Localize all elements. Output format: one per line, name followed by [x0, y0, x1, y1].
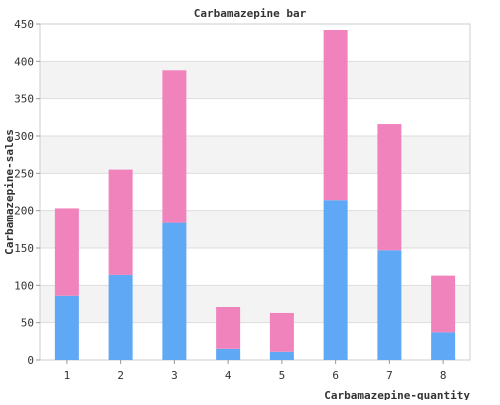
y-tick-label: 350 [14, 93, 34, 106]
chart-title: Carbamazepine bar [194, 7, 307, 20]
bar [108, 169, 133, 275]
background-band [40, 210, 470, 248]
x-tick-label: 6 [332, 369, 339, 382]
x-axis: 1 2 3 4 5 6 7 8 [64, 360, 447, 382]
background-bands [40, 61, 470, 323]
y-tick-label: 300 [14, 130, 34, 143]
y-tick-label: 400 [14, 55, 34, 68]
y-axis-label: Carbamazepine-sales [3, 129, 16, 255]
bar [162, 222, 187, 360]
x-tick-label: 5 [279, 369, 286, 382]
bar [431, 275, 456, 333]
bar [108, 274, 133, 360]
y-axis: 0 50 100 150 200 250 300 350 400 450 [14, 18, 40, 367]
x-tick-label: 2 [117, 369, 124, 382]
y-tick-label: 100 [14, 279, 34, 292]
y-tick-label: 250 [14, 167, 34, 180]
background-band [40, 61, 470, 99]
x-tick-label: 8 [440, 369, 447, 382]
bar [377, 124, 402, 251]
bar [216, 306, 241, 349]
y-tick-label: 50 [21, 317, 34, 330]
bar [323, 200, 348, 360]
bars [54, 29, 456, 360]
y-tick-label: 150 [14, 242, 34, 255]
bar [54, 295, 79, 360]
background-band [40, 285, 470, 323]
bar [269, 312, 294, 352]
bar [431, 332, 456, 360]
bar [269, 351, 294, 360]
x-tick-label: 3 [171, 369, 178, 382]
bar [54, 208, 79, 296]
bar [162, 70, 187, 223]
y-tick-label: 450 [14, 18, 34, 31]
x-tick-label: 4 [225, 369, 232, 382]
bar [323, 29, 348, 201]
background-band [40, 136, 470, 174]
bar [216, 348, 241, 360]
x-tick-label: 7 [386, 369, 393, 382]
plot-frame [39, 23, 471, 361]
y-tick-label: 0 [27, 354, 34, 367]
y-tick-label: 200 [14, 205, 34, 218]
bar [377, 250, 402, 360]
x-tick-label: 1 [64, 369, 71, 382]
x-axis-label: Carbamazepine-quantity [324, 389, 470, 400]
